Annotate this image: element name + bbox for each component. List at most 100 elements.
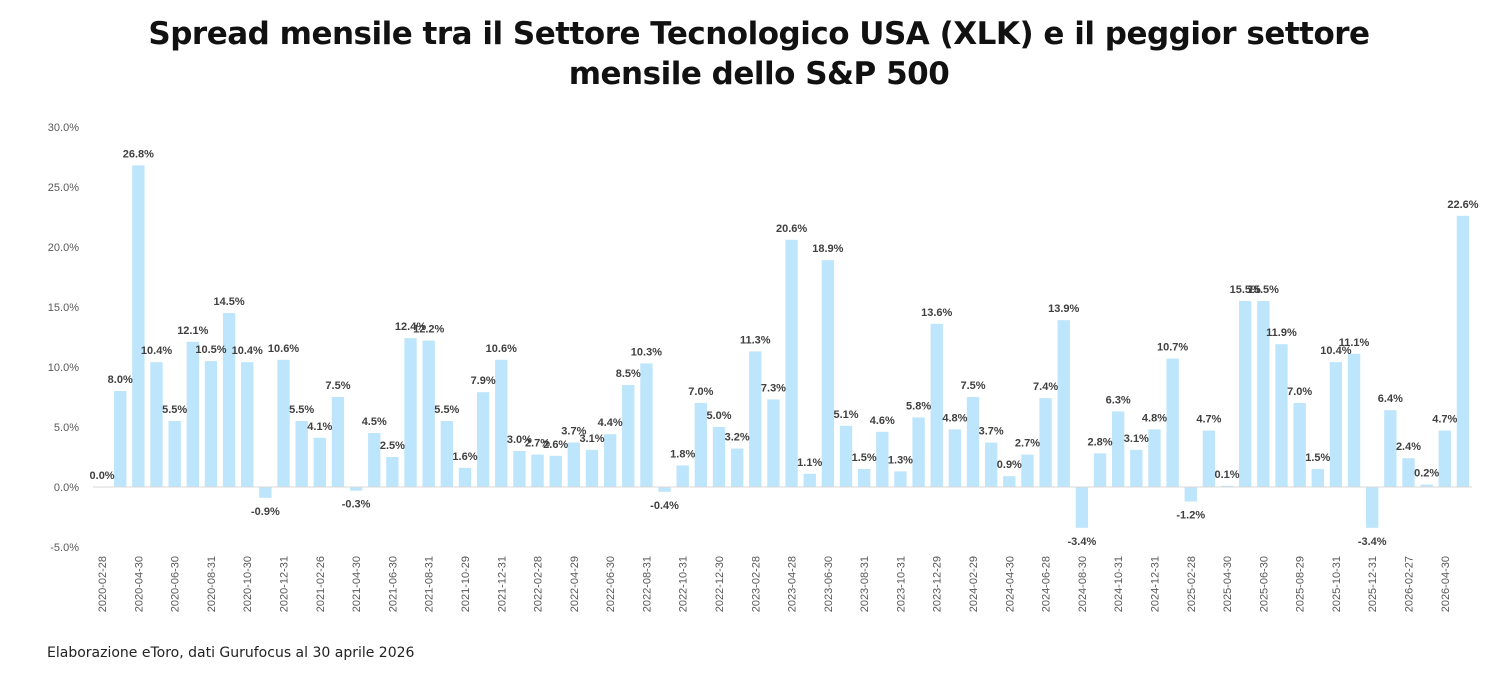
bar: [767, 399, 780, 487]
data-label: 3.1%: [1124, 433, 1149, 445]
x-tick-label: 2022-12-30: [714, 556, 726, 612]
data-label: 2.8%: [1087, 436, 1112, 448]
bar: [168, 421, 181, 487]
data-label: 10.4%: [1320, 345, 1351, 357]
bar: [603, 434, 617, 487]
bar: [114, 391, 127, 487]
x-tick-label: 2022-10-31: [678, 556, 690, 612]
bar: [204, 361, 218, 487]
bar: [1438, 430, 1451, 487]
data-label: 4.1%: [307, 421, 332, 433]
data-label: -3.4%: [1358, 536, 1387, 548]
x-tick-label: 2021-12-31: [496, 556, 508, 612]
bar: [1239, 301, 1252, 487]
bar: [531, 454, 544, 487]
data-label: 7.3%: [761, 382, 786, 394]
x-tick-label: 2021-02-26: [315, 556, 327, 612]
chart-title: Spread mensile tra il Settore Tecnologic…: [0, 14, 1500, 94]
data-label: 7.0%: [1287, 386, 1312, 398]
bar: [513, 451, 526, 487]
data-label: 7.5%: [325, 380, 350, 392]
data-label: 5.5%: [289, 404, 314, 416]
bar: [839, 425, 853, 487]
bar: [821, 260, 835, 487]
bar: [1275, 344, 1288, 487]
bar: [785, 239, 798, 487]
x-tick-label: 2023-08-31: [859, 556, 871, 612]
data-label: 1.5%: [1305, 452, 1330, 464]
bar: [749, 351, 762, 487]
bar: [876, 431, 889, 487]
data-label: 13.6%: [921, 307, 952, 319]
x-tick-label: 2020-08-31: [206, 556, 218, 612]
y-tick-label: 10.0%: [48, 362, 79, 374]
x-tick-label: 2026-04-30: [1440, 556, 1452, 612]
x-tick-label: 2023-04-28: [787, 556, 799, 612]
data-label: 26.8%: [123, 148, 154, 160]
data-label: 1.5%: [852, 452, 877, 464]
bar: [222, 313, 236, 487]
x-tick-label: 2020-02-28: [97, 556, 109, 612]
x-tick-label: 2025-06-30: [1258, 556, 1270, 612]
data-label: 4.5%: [362, 416, 387, 428]
data-label: 10.4%: [141, 345, 172, 357]
x-tick-label: 2020-12-31: [279, 556, 291, 612]
data-label: 5.8%: [906, 400, 931, 412]
data-label: 4.7%: [1432, 414, 1457, 426]
chart-title-line-1: Spread mensile tra il Settore Tecnologic…: [148, 16, 1370, 52]
data-label: 2.4%: [1396, 441, 1421, 453]
data-label: 4.4%: [598, 417, 623, 429]
bar: [458, 467, 472, 487]
bar: [966, 397, 980, 487]
data-label: 3.2%: [725, 432, 750, 444]
data-label: -0.9%: [251, 506, 280, 518]
bar: [476, 392, 490, 487]
data-label: 4.8%: [942, 412, 967, 424]
x-tick-label: 2024-10-31: [1113, 556, 1125, 612]
y-tick-label: 30.0%: [48, 122, 79, 134]
bar: [1456, 215, 1470, 488]
data-label: 13.9%: [1048, 303, 1079, 315]
bar-chart: -5.0% 0.0% 5.0% 10.0% 15.0% 20.0% 25.0% 30.0% 0…: [48, 122, 1479, 612]
data-label: 20.6%: [776, 223, 807, 235]
data-label: 4.6%: [870, 415, 895, 427]
bar: [277, 359, 290, 487]
data-label: 2.6%: [543, 439, 568, 451]
data-label: 5.0%: [706, 410, 731, 422]
data-label: 11.3%: [740, 334, 771, 346]
data-label: 10.5%: [195, 344, 226, 356]
x-tick-label: 2022-02-28: [533, 556, 545, 612]
data-label: 6.4%: [1378, 393, 1403, 405]
data-label: 12.1%: [177, 325, 208, 337]
bar: [422, 340, 435, 487]
data-label: 1.6%: [452, 451, 477, 463]
bar: [894, 471, 907, 487]
data-label: 10.7%: [1157, 342, 1188, 354]
bar: [1293, 403, 1306, 487]
bar: [331, 397, 345, 487]
bar: [1130, 449, 1143, 487]
data-label: 12.2%: [413, 324, 444, 336]
bar-series: [95, 165, 1470, 528]
bar: [1402, 458, 1415, 487]
data-label: 10.3%: [631, 346, 662, 358]
x-tick-label: 2024-12-31: [1149, 556, 1161, 612]
bar: [1003, 476, 1016, 487]
data-label: 0.9%: [997, 459, 1022, 471]
y-tick-label: 15.0%: [48, 302, 79, 314]
data-label: 1.8%: [670, 448, 695, 460]
bar: [1112, 411, 1125, 487]
bar: [712, 427, 726, 487]
y-tick-label: -5.0%: [50, 542, 79, 554]
bar: [567, 442, 581, 487]
x-tick-label: 2021-04-30: [351, 556, 363, 612]
data-label: 8.0%: [108, 374, 133, 386]
data-label: 10.6%: [486, 343, 517, 355]
bar: [1202, 430, 1216, 487]
data-label: 2.7%: [525, 438, 550, 450]
bar: [1039, 398, 1052, 487]
data-label: 7.0%: [688, 386, 713, 398]
x-tick-label: 2022-06-30: [605, 556, 617, 612]
data-label: 5.5%: [434, 404, 459, 416]
bar: [295, 421, 308, 487]
